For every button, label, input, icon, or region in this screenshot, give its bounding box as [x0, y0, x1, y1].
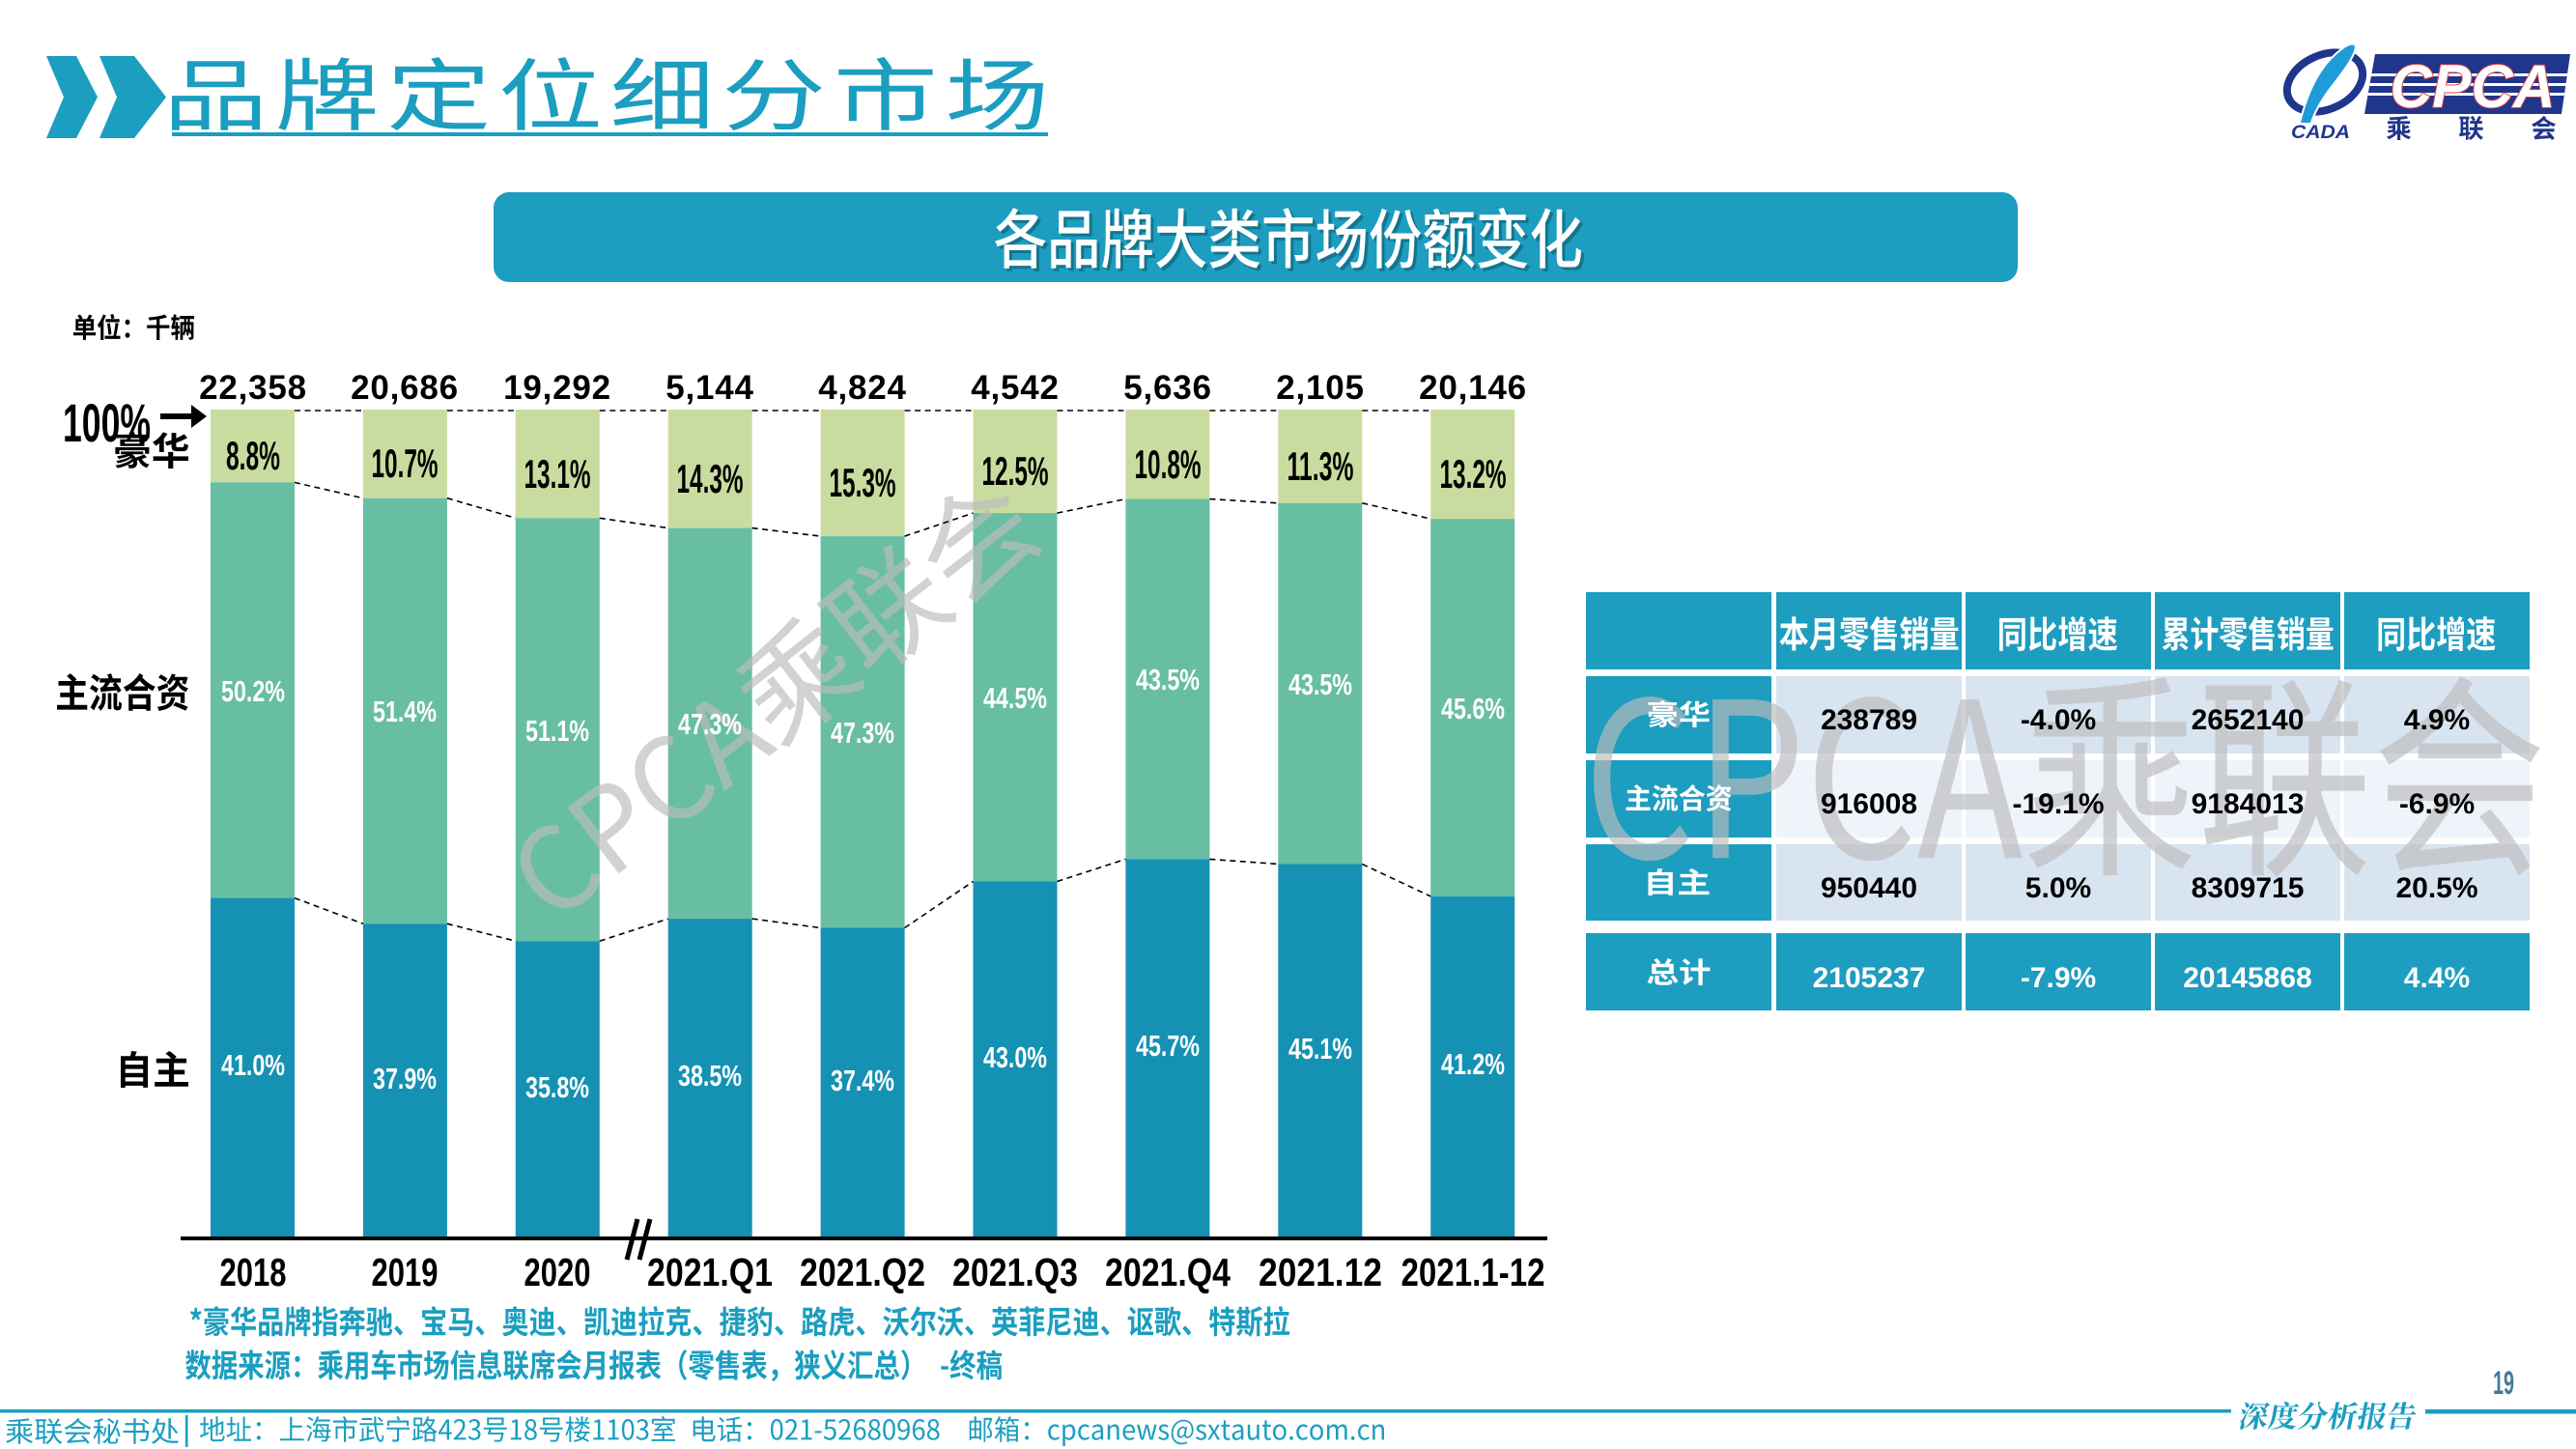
svg-text:238789: 238789 [1821, 704, 1917, 736]
svg-text:45.6%: 45.6% [1441, 692, 1505, 725]
svg-text:12.5%: 12.5% [982, 448, 1049, 494]
svg-text:4.4%: 4.4% [2404, 962, 2470, 994]
svg-text:CPCA: CPCA [2391, 53, 2556, 121]
svg-text:51.1%: 51.1% [525, 714, 589, 748]
svg-text:20,146: 20,146 [1419, 369, 1527, 407]
svg-text:45.1%: 45.1% [1288, 1032, 1352, 1065]
svg-text:2,105: 2,105 [1276, 369, 1365, 407]
svg-text:5,144: 5,144 [665, 369, 754, 407]
svg-text:20145868: 20145868 [2183, 962, 2311, 994]
svg-text:45.7%: 45.7% [1136, 1029, 1200, 1063]
svg-text:10.7%: 10.7% [372, 440, 439, 486]
svg-text:-7.9%: -7.9% [2021, 962, 2096, 994]
svg-text:5,636: 5,636 [1123, 369, 1212, 407]
svg-text:-19.1%: -19.1% [2012, 788, 2104, 820]
svg-text:2021.1-12: 2021.1-12 [1401, 1250, 1545, 1294]
svg-text:2021.Q2: 2021.Q2 [800, 1250, 925, 1294]
svg-text:13.2%: 13.2% [1440, 451, 1507, 497]
svg-text:14.3%: 14.3% [677, 456, 744, 501]
svg-text:47.3%: 47.3% [831, 716, 894, 750]
svg-text:2021.12: 2021.12 [1259, 1250, 1382, 1294]
svg-text:5.0%: 5.0% [2025, 872, 2091, 904]
svg-text:8.8%: 8.8% [226, 433, 280, 478]
svg-text:2019: 2019 [372, 1250, 439, 1294]
svg-text:20.5%: 20.5% [2395, 872, 2477, 904]
svg-text:41.0%: 41.0% [221, 1048, 285, 1082]
svg-text:100%: 100% [63, 392, 151, 453]
svg-text:2105237: 2105237 [1813, 962, 1926, 994]
svg-text:2020: 2020 [524, 1250, 591, 1294]
svg-text:9184013: 9184013 [2192, 788, 2305, 820]
svg-text:19,292: 19,292 [503, 369, 611, 407]
svg-text:4,824: 4,824 [818, 369, 907, 407]
svg-text:37.9%: 37.9% [373, 1062, 437, 1095]
svg-text:-4.0%: -4.0% [2021, 704, 2096, 736]
svg-text:22,358: 22,358 [199, 369, 307, 407]
svg-text:43.5%: 43.5% [1136, 663, 1200, 696]
svg-text:916008: 916008 [1821, 788, 1917, 820]
svg-text:2652140: 2652140 [2192, 704, 2305, 736]
svg-text:10.8%: 10.8% [1135, 441, 1202, 487]
svg-text:8309715: 8309715 [2192, 872, 2305, 904]
svg-text:20,686: 20,686 [351, 369, 459, 407]
svg-text:2021.Q3: 2021.Q3 [952, 1250, 1078, 1294]
svg-text:950440: 950440 [1821, 872, 1917, 904]
svg-text:19: 19 [2493, 1365, 2514, 1402]
svg-text:35.8%: 35.8% [525, 1070, 589, 1104]
svg-text:11.3%: 11.3% [1288, 443, 1354, 489]
svg-text:44.5%: 44.5% [983, 681, 1047, 715]
svg-text:38.5%: 38.5% [678, 1059, 742, 1093]
svg-text:43.0%: 43.0% [983, 1040, 1047, 1074]
svg-text:2018: 2018 [220, 1250, 287, 1294]
svg-text:37.4%: 37.4% [831, 1064, 894, 1097]
svg-text:CADA: CADA [2291, 123, 2350, 143]
svg-text:51.4%: 51.4% [373, 695, 437, 728]
svg-text:50.2%: 50.2% [221, 674, 285, 708]
svg-text:43.5%: 43.5% [1288, 668, 1352, 701]
svg-text:15.3%: 15.3% [830, 460, 896, 505]
svg-text:47.3%: 47.3% [678, 707, 742, 741]
svg-text:-6.9%: -6.9% [2399, 788, 2475, 820]
svg-text:4,542: 4,542 [971, 369, 1060, 407]
svg-text:13.1%: 13.1% [524, 451, 591, 497]
svg-text:4.9%: 4.9% [2404, 704, 2470, 736]
svg-text:2021.Q1: 2021.Q1 [647, 1250, 773, 1294]
svg-text:2021.Q4: 2021.Q4 [1105, 1250, 1231, 1294]
svg-text:41.2%: 41.2% [1441, 1047, 1505, 1081]
